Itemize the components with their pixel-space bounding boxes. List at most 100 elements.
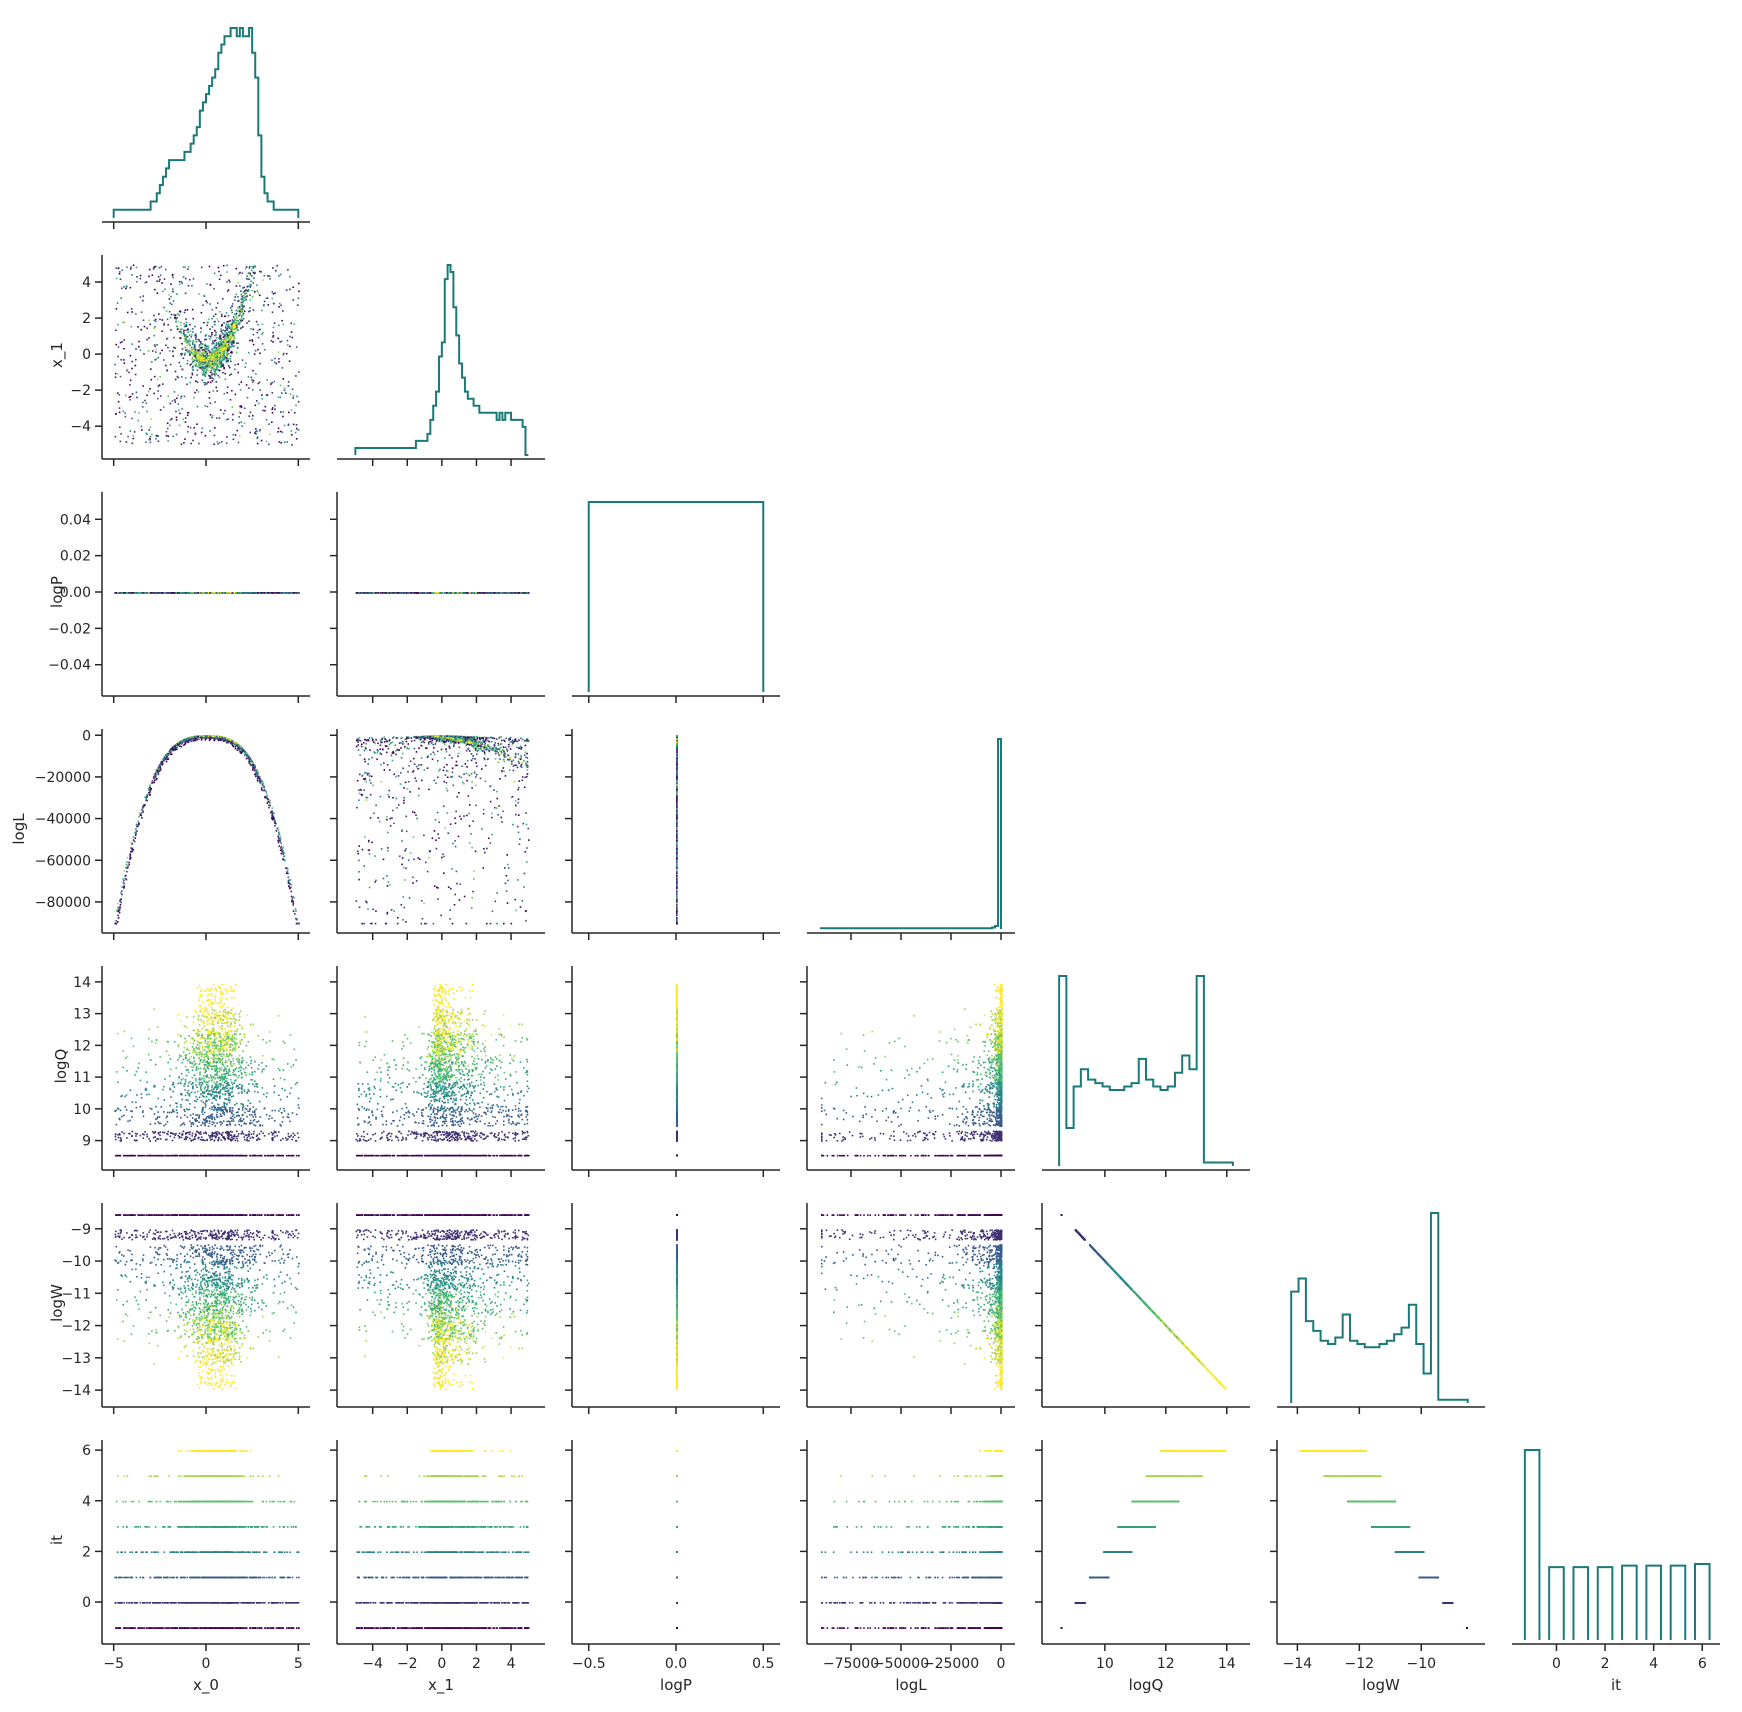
scatter-point bbox=[243, 313, 245, 315]
scatter-point bbox=[204, 367, 206, 369]
scatter-point bbox=[250, 275, 252, 277]
scatter-point bbox=[185, 417, 187, 419]
scatter-point bbox=[187, 431, 189, 433]
scatter-point bbox=[196, 423, 198, 425]
scatter-point bbox=[230, 399, 232, 401]
scatter-point bbox=[146, 395, 148, 397]
scatter-point bbox=[181, 353, 183, 355]
scatter-point bbox=[208, 335, 210, 337]
scatter-point bbox=[217, 375, 219, 377]
y-tick-label: 2 bbox=[82, 311, 91, 327]
scatter-point bbox=[182, 348, 184, 350]
scatter-point bbox=[179, 314, 181, 316]
scatter-point bbox=[185, 340, 187, 342]
scatter-point bbox=[186, 384, 188, 386]
cell-logP-vs-x_0: −0.04−0.020.000.020.04 bbox=[48, 492, 310, 703]
scatter-point bbox=[168, 294, 170, 296]
scatter-point bbox=[241, 298, 243, 300]
scatter-point bbox=[205, 365, 207, 367]
scatter-point bbox=[232, 303, 234, 305]
scatter-point bbox=[198, 293, 200, 295]
scatter-point bbox=[221, 314, 223, 316]
scatter-point bbox=[230, 337, 232, 339]
scatter-point bbox=[288, 412, 290, 414]
scatter-point bbox=[166, 435, 168, 437]
scatter-point bbox=[213, 364, 215, 366]
scatter-point bbox=[272, 341, 274, 343]
scatter-points-x_1-x_0 bbox=[114, 264, 300, 445]
scatter-point bbox=[157, 390, 159, 392]
scatter-point bbox=[195, 357, 197, 359]
scatter-point bbox=[220, 338, 222, 340]
scatter-point bbox=[163, 406, 165, 408]
scatter-point bbox=[179, 425, 181, 427]
scatter-point bbox=[237, 329, 239, 331]
scatter-point bbox=[240, 412, 242, 414]
scatter-point bbox=[241, 317, 243, 319]
scatter-point bbox=[289, 276, 291, 278]
scatter-point bbox=[238, 343, 240, 345]
scatter-point bbox=[213, 321, 215, 323]
scatter-point bbox=[209, 430, 211, 432]
scatter-point bbox=[229, 367, 231, 369]
scatter-point bbox=[194, 392, 196, 394]
scatter-point bbox=[176, 434, 178, 436]
scatter-point bbox=[232, 334, 234, 336]
scatter-point bbox=[290, 393, 292, 395]
scatter-point bbox=[213, 343, 215, 345]
scatter-point bbox=[176, 398, 178, 400]
scatter-point bbox=[264, 275, 266, 277]
scatter-point bbox=[199, 365, 201, 367]
scatter-point bbox=[173, 300, 175, 302]
scatter-point bbox=[174, 399, 176, 401]
scatter-point bbox=[181, 355, 183, 357]
scatter-point bbox=[200, 343, 202, 345]
scatter-point bbox=[201, 312, 203, 314]
scatter-point bbox=[214, 324, 216, 326]
scatter-point bbox=[232, 419, 234, 421]
scatter-point bbox=[201, 432, 203, 434]
scatter-point bbox=[259, 271, 261, 273]
scatter-point bbox=[251, 275, 253, 277]
scatter-point bbox=[146, 327, 148, 329]
scatter-point bbox=[202, 370, 204, 372]
scatter-point bbox=[268, 423, 270, 425]
scatter-point bbox=[238, 422, 240, 424]
scatter-point bbox=[172, 277, 174, 279]
scatter-point bbox=[262, 332, 264, 334]
scatter-point bbox=[181, 329, 183, 331]
scatter-point bbox=[214, 427, 216, 429]
scatter-point bbox=[282, 367, 284, 369]
scatter-point bbox=[252, 415, 254, 417]
scatter-point bbox=[203, 371, 205, 373]
scatter-point bbox=[240, 312, 242, 314]
scatter-point bbox=[178, 409, 180, 411]
scatter-point bbox=[209, 377, 211, 379]
scatter-point bbox=[211, 332, 213, 334]
scatter-point bbox=[278, 275, 280, 277]
scatter-point bbox=[186, 322, 188, 324]
scatter-point bbox=[213, 444, 215, 446]
scatter-point bbox=[209, 338, 211, 340]
scatter-point bbox=[238, 323, 240, 325]
scatter-point bbox=[249, 267, 251, 269]
scatter-point bbox=[175, 321, 177, 323]
scatter-point bbox=[224, 393, 226, 395]
scatter-point bbox=[198, 391, 200, 393]
scatter-point bbox=[192, 374, 194, 376]
scatter-point bbox=[276, 363, 278, 365]
scatter-point bbox=[234, 331, 236, 333]
scatter-point bbox=[226, 281, 228, 283]
scatter-point bbox=[254, 266, 256, 268]
scatter-point bbox=[219, 311, 221, 313]
scatter-point bbox=[298, 291, 300, 293]
scatter-point bbox=[267, 275, 269, 277]
scatter-point bbox=[259, 353, 261, 355]
scatter-point bbox=[295, 432, 297, 434]
scatter-point bbox=[190, 427, 192, 429]
scatter-point bbox=[285, 392, 287, 394]
scatter-point bbox=[282, 310, 284, 312]
scatter-point bbox=[248, 376, 250, 378]
hist-x_1 bbox=[355, 265, 528, 455]
scatter-point bbox=[213, 316, 215, 318]
